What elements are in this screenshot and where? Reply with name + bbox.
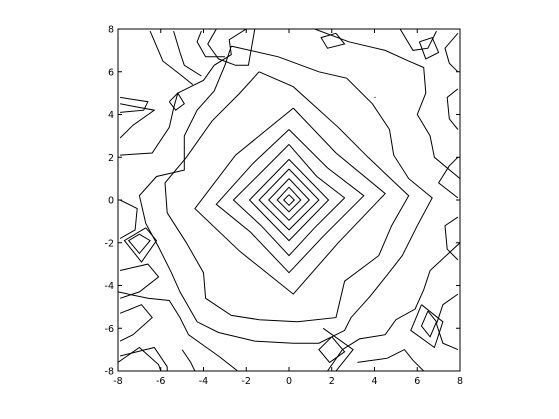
- contour-line-19: [119, 263, 160, 299]
- x-tick-label: -8: [113, 376, 122, 387]
- y-tick-label: 8: [108, 25, 114, 36]
- y-tick-label: -2: [105, 238, 114, 249]
- y-tick-label: 0: [108, 196, 114, 207]
- contour-line-31: [446, 88, 459, 130]
- y-tick-label: -4: [105, 281, 114, 292]
- contour-line-11: [120, 29, 247, 156]
- contour-line-27: [320, 32, 346, 49]
- y-tick-label: -8: [105, 367, 114, 378]
- x-tick-label: -2: [242, 376, 251, 387]
- contour-line-30: [444, 32, 459, 73]
- contour-line-15: [168, 92, 185, 111]
- contour-line-38: [322, 327, 354, 371]
- contour-line-33: [444, 216, 459, 261]
- contour-line-22: [119, 304, 153, 342]
- contour-line-42: [196, 30, 225, 58]
- contour-line-35: [420, 310, 438, 338]
- axis-ticks: -8 -6 -4 -2 0 2 4 6 8 -8 -6 -4 -2 0 2 4 6 8: [105, 25, 464, 388]
- x-tick-label: 8: [457, 376, 463, 387]
- contour-line-9: [164, 71, 410, 323]
- contour-line-32: [437, 156, 459, 199]
- contour-line-12: [314, 29, 460, 179]
- contour-line-16: [120, 96, 149, 113]
- x-tick-label: -4: [199, 376, 208, 387]
- contour-line-41: [181, 349, 196, 371]
- y-tick-label: 4: [108, 110, 114, 121]
- contour-line-25: [149, 30, 194, 85]
- x-tick-label: 6: [414, 376, 420, 387]
- contour-line-34: [435, 293, 459, 351]
- contour-line-10: [138, 45, 433, 344]
- contour-line-39: [357, 348, 425, 371]
- contour-line-2: [276, 186, 302, 213]
- contour-line-28: [399, 29, 437, 51]
- contour-line-21: [123, 227, 158, 263]
- contour-line-40: [118, 346, 162, 371]
- contour-line-36: [410, 304, 444, 349]
- plot-background: [118, 29, 460, 371]
- contour-line-29: [418, 36, 440, 60]
- contour-line-5: [248, 159, 330, 242]
- contour-line-7: [215, 129, 365, 274]
- x-tick-label: 2: [329, 376, 335, 387]
- y-tick-label: 6: [108, 67, 114, 78]
- contour-line-20: [127, 233, 151, 255]
- contour-line-8: [194, 107, 386, 295]
- contour-line-26: [207, 29, 256, 66]
- contour-line-4: [258, 168, 320, 231]
- y-tick-label: 2: [108, 153, 114, 164]
- contour-line-14: [118, 291, 239, 371]
- x-tick-label: 4: [371, 376, 377, 387]
- x-tick-label: 0: [286, 376, 292, 387]
- contour-line-24: [173, 30, 202, 77]
- contour-line-23: [119, 346, 168, 371]
- contour-line-6: [232, 144, 346, 257]
- contour-line-17: [119, 103, 156, 139]
- x-tick-label: -6: [156, 376, 165, 387]
- y-tick-label: -6: [105, 324, 114, 335]
- contour-line-3: [268, 178, 310, 222]
- contour-line-18: [119, 199, 138, 239]
- contour-line-37: [318, 336, 346, 364]
- contour-lines: [118, 29, 460, 371]
- contour-line-1: [282, 194, 296, 207]
